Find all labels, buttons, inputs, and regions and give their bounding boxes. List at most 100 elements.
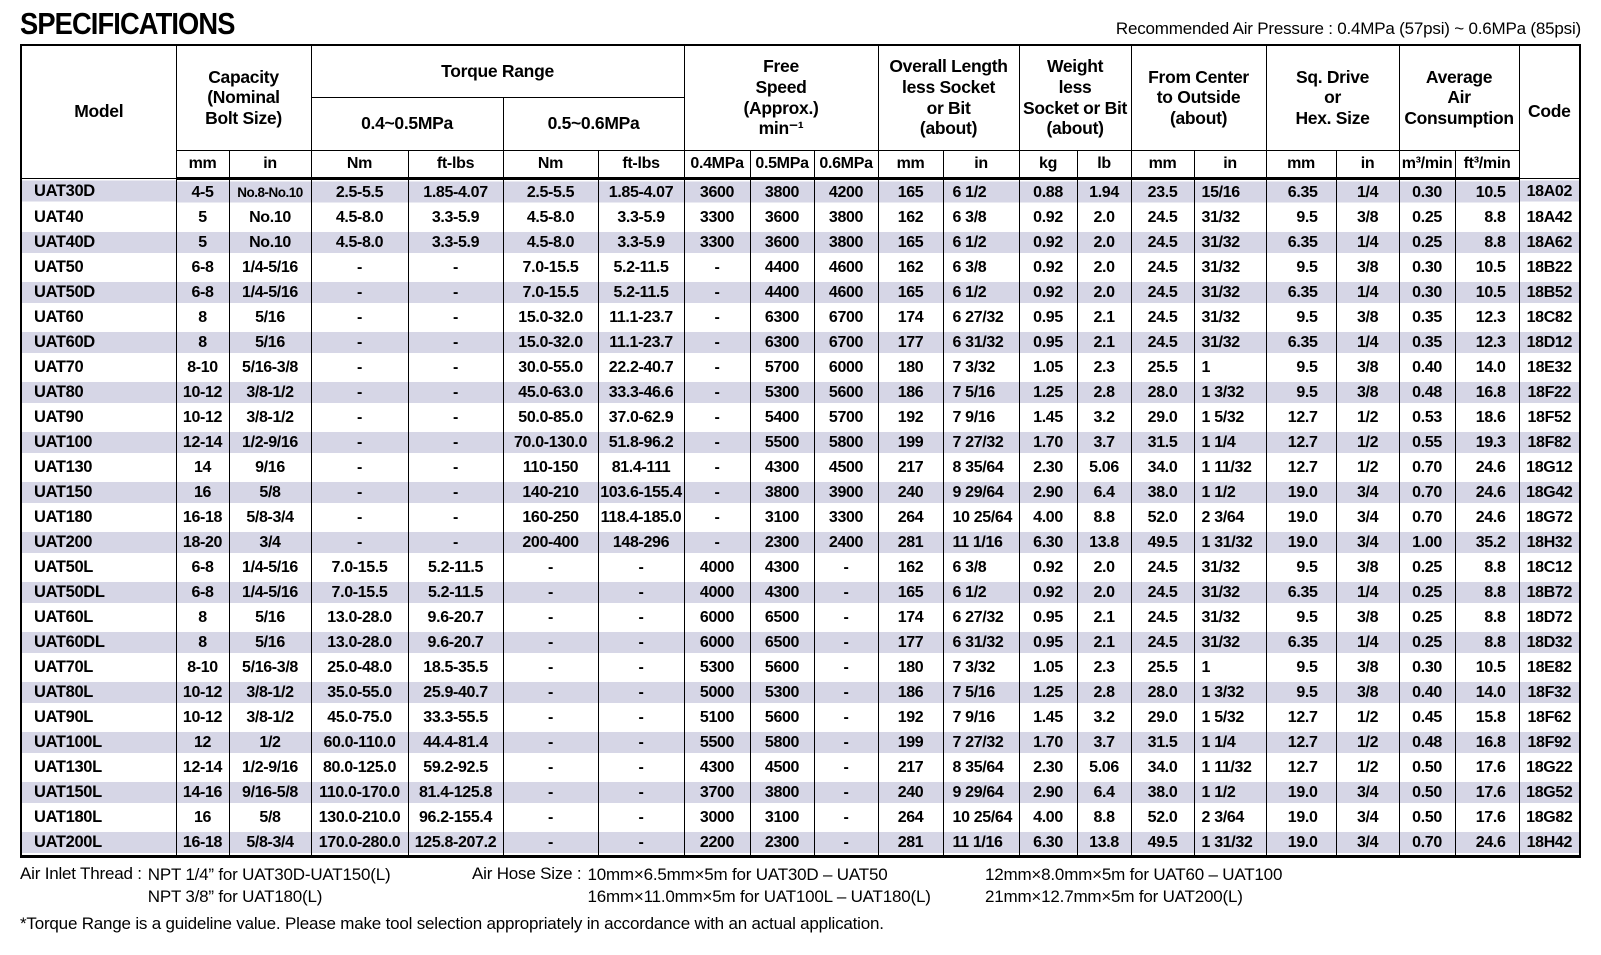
cell-torque-low-nm: - (310, 479, 409, 505)
spec-row-UAT150: UAT150 16 5/8- -140-210 103.6-155.4-3800 3900… (20, 479, 1581, 505)
cell-air-m3min: 0.25 (1398, 579, 1456, 605)
cell-torque-high-nm: 70.0-130.0 (502, 429, 599, 455)
cell-torque-low-ftlbs: - (407, 504, 504, 530)
cell-air-ft3min: 35.2 (1454, 529, 1520, 555)
cell-air-m3min: 0.30 (1398, 654, 1456, 680)
cell-length-in: 6 31/32 (942, 629, 1020, 655)
cell-capacity-in: 3/4 (228, 529, 312, 555)
cell-speed-04mpa: - (683, 379, 751, 405)
cell-air-m3min: 0.40 (1398, 679, 1456, 705)
cell-weight-lb: 8.8 (1076, 804, 1132, 830)
spec-row-UAT100L: UAT100L 12 1/2 60.0-110.0 44.4-81.4- -5500 580… (20, 729, 1581, 755)
cell-speed-04mpa: - (683, 254, 751, 280)
unit-torque-low-ftlbs: ft-lbs (407, 149, 504, 180)
cell-torque-high-ftlbs: - (597, 729, 685, 755)
cell-weight-kg: 1.45 (1018, 404, 1078, 430)
cell-torque-low-ftlbs: 5.2-11.5 (407, 554, 504, 580)
air-hose-line1: 10mm×6.5mm×5m for UAT30D – UAT50 (587, 864, 888, 884)
cell-torque-high-nm: 50.0-85.0 (502, 404, 599, 430)
cell-capacity-in: 3/8-1/2 (228, 404, 312, 430)
cell-center-mm: 24.5 (1130, 204, 1195, 230)
cell-sqdrive-mm: 19.0 (1265, 804, 1337, 830)
cell-weight-kg: 0.95 (1018, 629, 1078, 655)
cell-speed-05mpa: 5800 (749, 729, 815, 755)
cell-capacity-in: 9/16-5/8 (228, 779, 312, 805)
cell-speed-06mpa: 3800 (813, 229, 879, 255)
cell-torque-low-nm: - (310, 404, 409, 430)
cell-sqdrive-mm: 6.35 (1265, 329, 1337, 355)
cell-capacity-mm: 16 (175, 479, 230, 505)
cell-sqdrive-mm: 9.5 (1265, 679, 1337, 705)
cell-torque-high-nm: 15.0-32.0 (502, 304, 599, 330)
cell-capacity-in: 3/8-1/2 (228, 379, 312, 405)
cell-capacity-mm: 6-8 (175, 279, 230, 305)
air-hose2-line2: 21mm×12.7mm×5m for UAT200(L) (985, 887, 1243, 907)
cell-torque-high-ftlbs: 11.1-23.7 (597, 329, 685, 355)
cell-torque-high-nm: 30.0-55.0 (502, 354, 599, 380)
cell-length-mm: 165 (877, 178, 944, 205)
cell-torque-high-ftlbs: 103.6-155.4 (597, 479, 685, 505)
cell-torque-low-nm: - (310, 354, 409, 380)
cell-torque-high-ftlbs: - (597, 704, 685, 730)
cell-model: UAT50L (20, 554, 177, 580)
cell-code: 18C82 (1518, 304, 1581, 330)
cell-speed-06mpa: 3800 (813, 204, 879, 230)
header-free-speed: Free Speed (Approx.) min⁻¹ (683, 44, 879, 151)
cell-length-mm: 264 (877, 804, 944, 830)
cell-center-in: 31/32 (1193, 279, 1267, 305)
cell-weight-kg: 0.92 (1018, 254, 1078, 280)
cell-speed-05mpa: 3800 (749, 178, 815, 205)
cell-capacity-mm: 16-18 (175, 504, 230, 530)
cell-speed-06mpa: 5700 (813, 404, 879, 430)
cell-air-ft3min: 8.8 (1454, 579, 1520, 605)
cell-torque-low-ftlbs: 1.85-4.07 (407, 178, 504, 205)
cell-speed-04mpa: 4300 (683, 754, 751, 780)
cell-speed-04mpa: 6000 (683, 629, 751, 655)
cell-code: 18B52 (1518, 279, 1581, 305)
cell-center-in: 1 11/32 (1193, 454, 1267, 480)
cell-code: 18G82 (1518, 804, 1581, 830)
cell-capacity-in: 1/4-5/16 (228, 254, 312, 280)
cell-capacity-mm: 14 (175, 454, 230, 480)
cell-code: 18F62 (1518, 704, 1581, 730)
cell-center-mm: 49.5 (1130, 829, 1195, 856)
header-air-consumption: Average Air Consumption (1398, 44, 1520, 151)
cell-center-in: 1 (1193, 654, 1267, 680)
cell-air-ft3min: 12.3 (1454, 304, 1520, 330)
cell-capacity-mm: 6-8 (175, 254, 230, 280)
cell-torque-low-ftlbs: - (407, 354, 504, 380)
cell-weight-kg: 0.88 (1018, 178, 1078, 205)
cell-torque-high-nm: 140-210 (502, 479, 599, 505)
cell-torque-high-nm: - (502, 604, 599, 630)
cell-torque-low-ftlbs: - (407, 254, 504, 280)
cell-speed-06mpa: - (813, 729, 879, 755)
cell-capacity-in: 1/2-9/16 (228, 429, 312, 455)
cell-sqdrive-in: 3/4 (1335, 504, 1400, 530)
cell-speed-05mpa: 4500 (749, 754, 815, 780)
air-inlet-line1: NPT 1/4” for UAT30D-UAT150(L) (147, 864, 391, 884)
cell-torque-high-nm: - (502, 679, 599, 705)
unit-torque-high-nm: Nm (502, 149, 599, 180)
cell-speed-06mpa: 6700 (813, 304, 879, 330)
cell-code: 18F92 (1518, 729, 1581, 755)
cell-weight-lb: 2.0 (1076, 229, 1132, 255)
unit-length-mm: mm (877, 149, 944, 180)
cell-speed-04mpa: 2200 (683, 829, 751, 856)
cell-torque-low-ftlbs: 3.3-5.9 (407, 229, 504, 255)
cell-speed-05mpa: 3100 (749, 504, 815, 530)
cell-speed-06mpa: - (813, 704, 879, 730)
cell-length-mm: 199 (877, 729, 944, 755)
cell-code: 18G12 (1518, 454, 1581, 480)
cell-speed-04mpa: 4000 (683, 579, 751, 605)
cell-center-mm: 24.5 (1130, 329, 1195, 355)
cell-weight-kg: 0.95 (1018, 329, 1078, 355)
cell-center-mm: 29.0 (1130, 704, 1195, 730)
cell-speed-06mpa: - (813, 654, 879, 680)
cell-model: UAT150 (20, 479, 177, 505)
spec-row-UAT30D: UAT30D 4-5 No.8-No.10 2.5-5.5 1.85-4.07 2.5-5… (20, 178, 1581, 205)
cell-air-ft3min: 8.8 (1454, 629, 1520, 655)
cell-speed-04mpa: - (683, 354, 751, 380)
header-sq-drive: Sq. Drive or Hex. Size (1265, 44, 1400, 151)
cell-length-in: 6 31/32 (942, 329, 1020, 355)
cell-torque-low-ftlbs: - (407, 429, 504, 455)
